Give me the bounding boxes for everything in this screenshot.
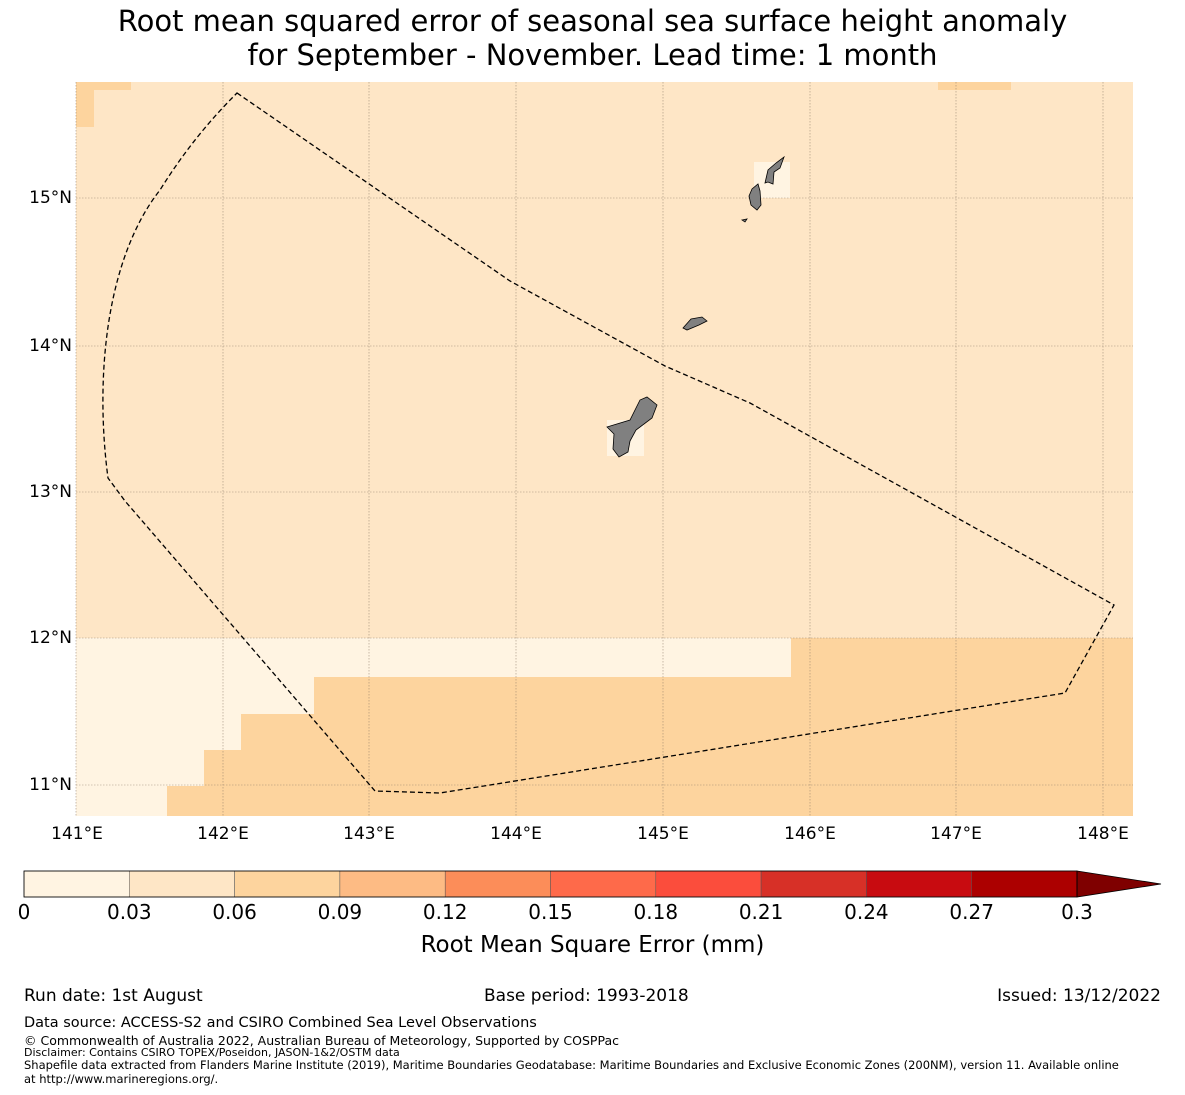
lon-tick-label: 146°E <box>784 824 836 844</box>
lat-tick-label: 15°N <box>29 188 72 208</box>
lon-tick-label: 148°E <box>1077 824 1129 844</box>
rmse-patch-nw2 <box>76 82 94 127</box>
colorbar-segment <box>550 870 657 898</box>
lat-tick-label: 12°N <box>29 628 72 648</box>
island-tinian <box>748 183 762 211</box>
colorbar-extend-arrow <box>1076 870 1162 898</box>
colorbar-tick-label: 0.15 <box>528 900 573 924</box>
colorbar-tick-label: 0 <box>17 900 31 924</box>
disclaimer: Disclaimer: Contains CSIRO TOPEX/Poseido… <box>24 1046 400 1059</box>
colorbar-tick-label: 0.09 <box>317 900 363 924</box>
lon-tick-label: 147°E <box>930 824 982 844</box>
base-period: Base period: 1993-2018 <box>484 986 689 1006</box>
shapefile-url: at http://www.marineregions.org/. <box>24 1072 219 1086</box>
eez-boundary <box>102 92 1115 794</box>
colorbar-segment <box>339 870 446 898</box>
colorbar-tick-label: 0.24 <box>844 900 889 924</box>
colorbar-segment <box>866 870 972 898</box>
colorbar-segment <box>760 870 867 898</box>
land-masses <box>606 155 785 458</box>
island-aguijan <box>740 218 748 223</box>
lon-tick-label: 145°E <box>637 824 689 844</box>
lon-tick-label: 143°E <box>343 824 395 844</box>
run-date: Run date: 1st August <box>24 986 203 1006</box>
colorbar-tick-label: 0.18 <box>633 900 679 924</box>
title-line-1: Root mean squared error of seasonal sea … <box>117 4 1068 38</box>
data-source: Data source: ACCESS-S2 and CSIRO Combine… <box>24 1015 537 1031</box>
issued-date: Issued: 13/12/2022 <box>997 986 1161 1006</box>
chart-title: Root mean squared error of seasonal sea … <box>0 4 1185 72</box>
title-line-2: for September - November. Lead time: 1 m… <box>247 38 938 72</box>
colorbar-tick-label: 0.21 <box>738 900 784 924</box>
lat-tick-label: 13°N <box>29 482 72 502</box>
lon-tick-label: 144°E <box>490 824 542 844</box>
island-saipan <box>764 155 785 185</box>
colorbar-segment <box>971 870 1078 898</box>
colorbar-outline <box>23 870 1078 898</box>
lat-tick-label: 11°N <box>29 775 72 795</box>
copyright: © Commonwealth of Australia 2022, Austra… <box>24 1033 619 1048</box>
colorbar-segment <box>655 870 762 898</box>
colorbar-tick-label: 0.06 <box>212 900 257 924</box>
colorbar-tick-label: 0.27 <box>949 900 994 924</box>
rmse-field-pale-band <box>76 638 791 816</box>
lat-tick-label: 14°N <box>29 336 72 356</box>
rmse-patch-ne <box>938 82 1011 90</box>
island-guam <box>606 396 658 458</box>
colorbar-segment <box>234 870 341 898</box>
rmse-patch-nw <box>76 82 131 90</box>
colorbar-tick-label: 0.03 <box>107 900 152 924</box>
lon-tick-label: 142°E <box>197 824 249 844</box>
lon-tick-label: 141°E <box>51 824 103 844</box>
island-rota <box>682 316 708 331</box>
colorbar-segments <box>23 870 1078 898</box>
colorbar-tick-label: 0.3 <box>1061 900 1093 924</box>
map-panel <box>75 82 1133 816</box>
graticule <box>75 82 1133 816</box>
rmse-field-lower-band <box>167 638 1133 816</box>
shapefile-credit: Shapefile data extracted from Flanders M… <box>24 1058 1119 1072</box>
colorbar-title: Root Mean Square Error (mm) <box>420 932 765 958</box>
colorbar-tick-label: 0.12 <box>422 900 468 924</box>
colorbar-segment <box>23 870 130 898</box>
colorbar-segment <box>444 870 551 898</box>
colorbar-segment <box>129 870 235 898</box>
